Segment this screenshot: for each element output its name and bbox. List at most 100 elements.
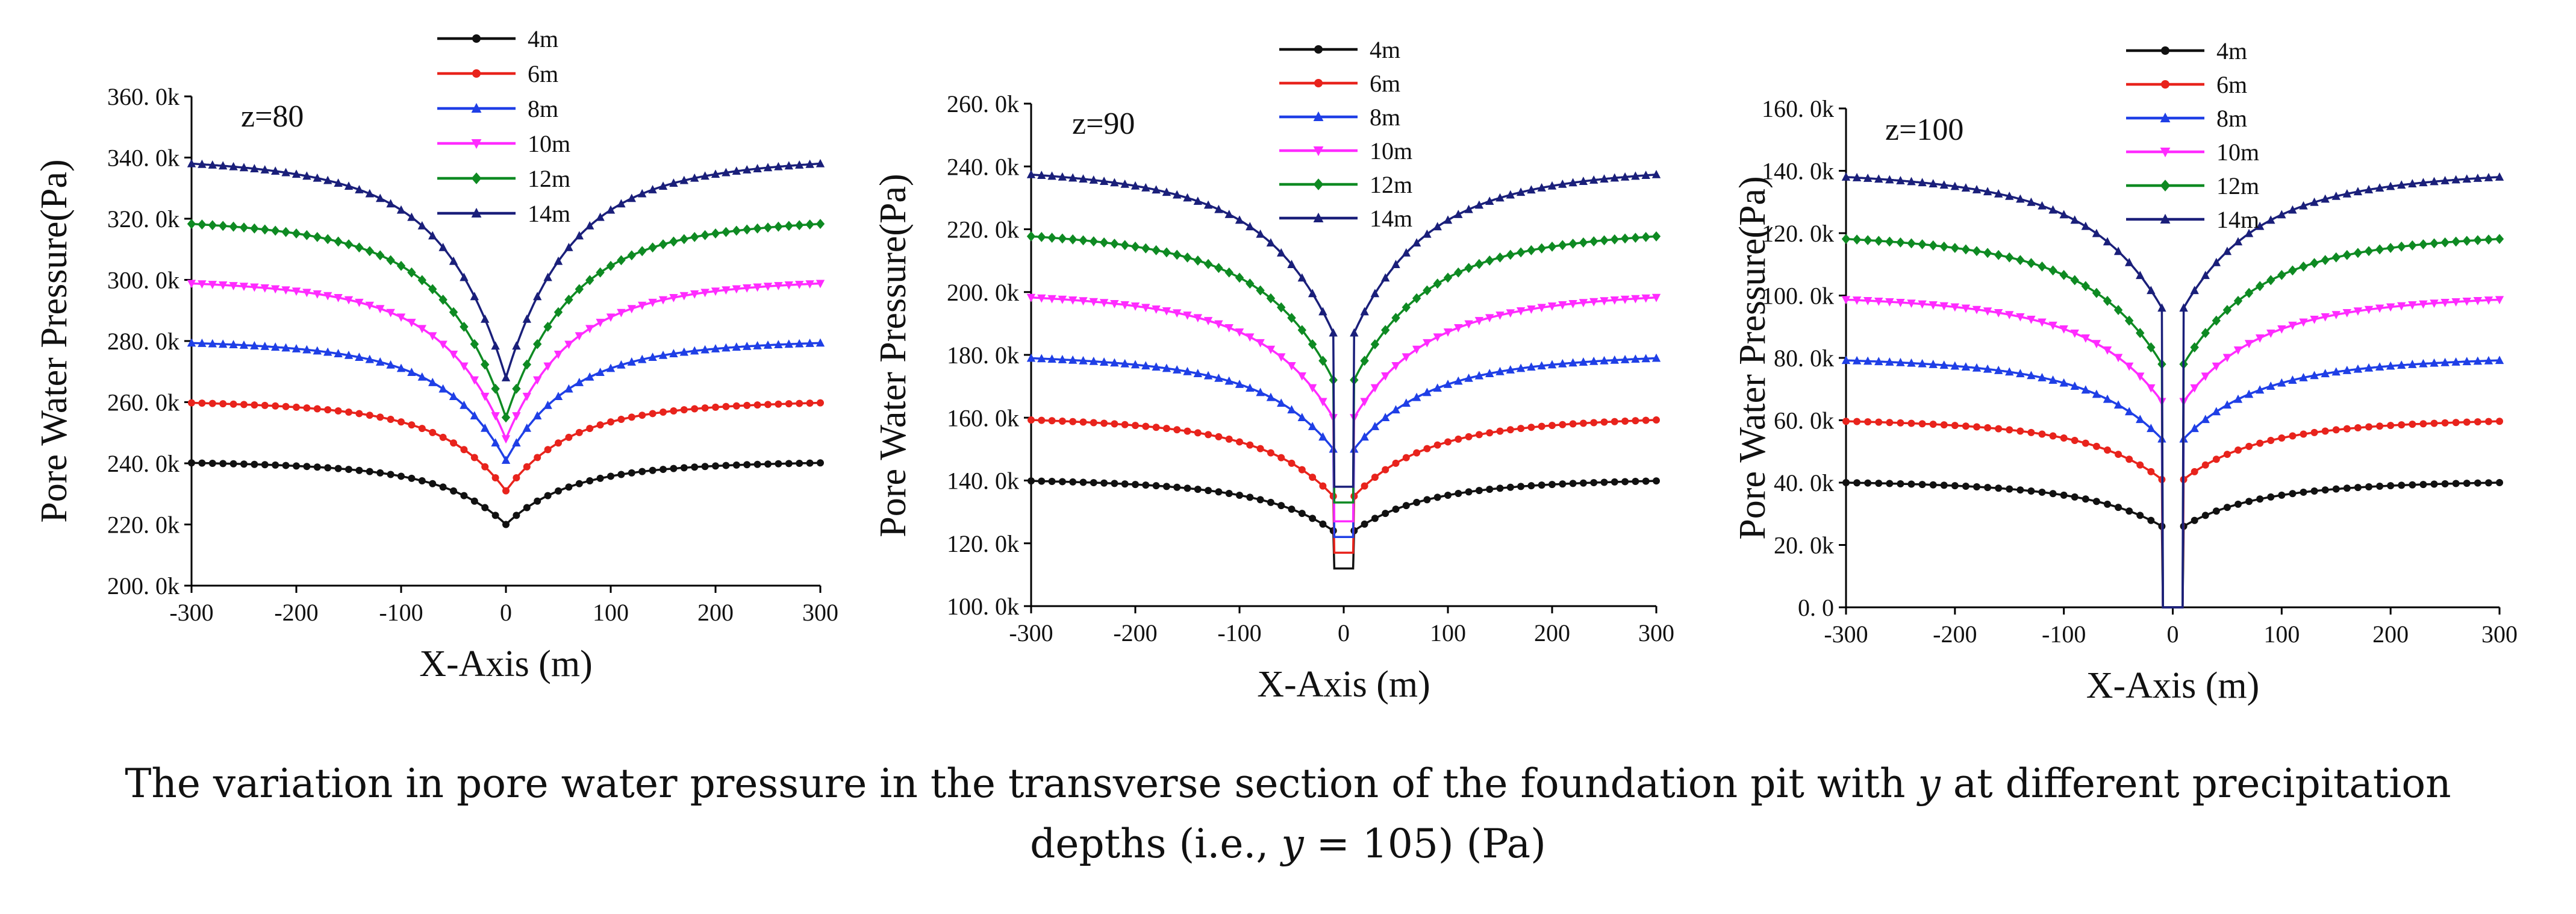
data-point	[1631, 354, 1640, 363]
data-point	[1527, 362, 1536, 371]
data-point	[2321, 255, 2330, 266]
data-point	[1090, 479, 1097, 487]
data-point	[795, 160, 804, 169]
data-point	[1495, 252, 1505, 263]
data-point	[1069, 478, 1077, 486]
data-point	[2364, 305, 2374, 315]
y-tick-label: 140. 0k	[947, 468, 1019, 495]
data-point	[387, 416, 395, 424]
data-point	[1506, 426, 1514, 434]
data-point	[260, 284, 269, 293]
data-point	[743, 401, 751, 409]
data-point	[302, 230, 311, 240]
y-tick-label: 220. 0k	[947, 216, 1019, 243]
data-point	[1382, 510, 1389, 518]
data-point	[533, 292, 542, 301]
data-point	[2408, 360, 2417, 368]
data-point	[1298, 466, 1306, 474]
data-point	[2365, 423, 2372, 431]
data-point	[669, 349, 678, 357]
data-point	[1896, 237, 1905, 248]
data-point	[2267, 493, 2275, 501]
series-8m	[187, 338, 825, 464]
data-point	[239, 340, 249, 349]
data-point	[1256, 496, 1264, 504]
data-point	[281, 286, 290, 295]
data-point	[1568, 358, 1577, 367]
data-point	[2081, 385, 2091, 394]
data-point	[543, 322, 552, 332]
data-point	[1589, 356, 1598, 365]
data-point	[522, 314, 531, 323]
data-point	[1995, 425, 2003, 433]
data-point	[1538, 422, 1545, 430]
data-point	[239, 163, 249, 172]
data-point	[564, 384, 573, 393]
data-point	[1962, 483, 1969, 490]
data-point	[690, 346, 699, 355]
data-point	[2005, 191, 2014, 200]
data-point	[1068, 173, 1077, 182]
data-point	[2484, 418, 2492, 425]
data-point	[1162, 363, 1171, 372]
data-point	[1590, 419, 1598, 427]
data-point	[2212, 455, 2220, 463]
data-point	[2277, 269, 2286, 280]
legend-label: 8m	[1370, 104, 1400, 131]
data-point	[1152, 482, 1160, 490]
data-point	[1863, 297, 1873, 305]
data-point	[1132, 422, 1139, 430]
series-10m	[1026, 293, 1661, 523]
data-point	[417, 372, 426, 381]
data-point	[1929, 481, 1937, 489]
data-point	[1173, 309, 1182, 318]
data-point	[2255, 334, 2265, 343]
data-point	[722, 462, 730, 469]
data-point	[711, 344, 720, 352]
data-point	[292, 344, 301, 352]
data-point	[1885, 357, 1894, 366]
data-point	[628, 413, 635, 421]
x-tick-label: -200	[1933, 621, 1977, 648]
data-point	[1309, 474, 1317, 481]
data-point	[1475, 431, 1483, 439]
data-point	[1631, 295, 1640, 304]
data-point	[669, 178, 678, 187]
data-point	[1256, 339, 1265, 348]
data-point	[1152, 362, 1161, 371]
data-point	[795, 339, 804, 348]
data-point	[1173, 483, 1181, 491]
data-point	[1600, 478, 1608, 486]
data-point	[313, 290, 322, 299]
data-point	[2048, 321, 2057, 330]
data-point	[1308, 422, 1317, 430]
data-point	[2289, 490, 2297, 498]
data-point	[1246, 383, 1255, 392]
data-point	[732, 342, 741, 351]
data-point	[2212, 407, 2221, 416]
data-point	[449, 351, 458, 359]
data-point	[1984, 424, 1992, 431]
data-point	[1068, 296, 1077, 305]
data-point	[2364, 363, 2374, 372]
data-point	[2147, 384, 2156, 393]
data-point	[1079, 174, 1088, 183]
data-point	[2430, 358, 2439, 367]
data-point	[438, 384, 448, 393]
data-point	[2092, 228, 2101, 237]
data-point	[1360, 355, 1369, 366]
data-point	[1203, 317, 1213, 325]
data-point	[1413, 449, 1421, 457]
data-point	[2048, 205, 2057, 214]
data-point	[1433, 333, 1442, 342]
y-tick-label: 20. 0k	[1774, 532, 1834, 559]
data-point	[1929, 301, 1938, 310]
data-point	[1089, 236, 1098, 246]
data-point	[1402, 353, 1411, 362]
data-point	[1402, 302, 1411, 313]
data-point	[1287, 260, 1296, 268]
data-point	[690, 231, 699, 242]
data-point	[585, 275, 594, 286]
data-point	[396, 260, 406, 271]
x-axis-title: X-Axis (m)	[2086, 665, 2260, 706]
